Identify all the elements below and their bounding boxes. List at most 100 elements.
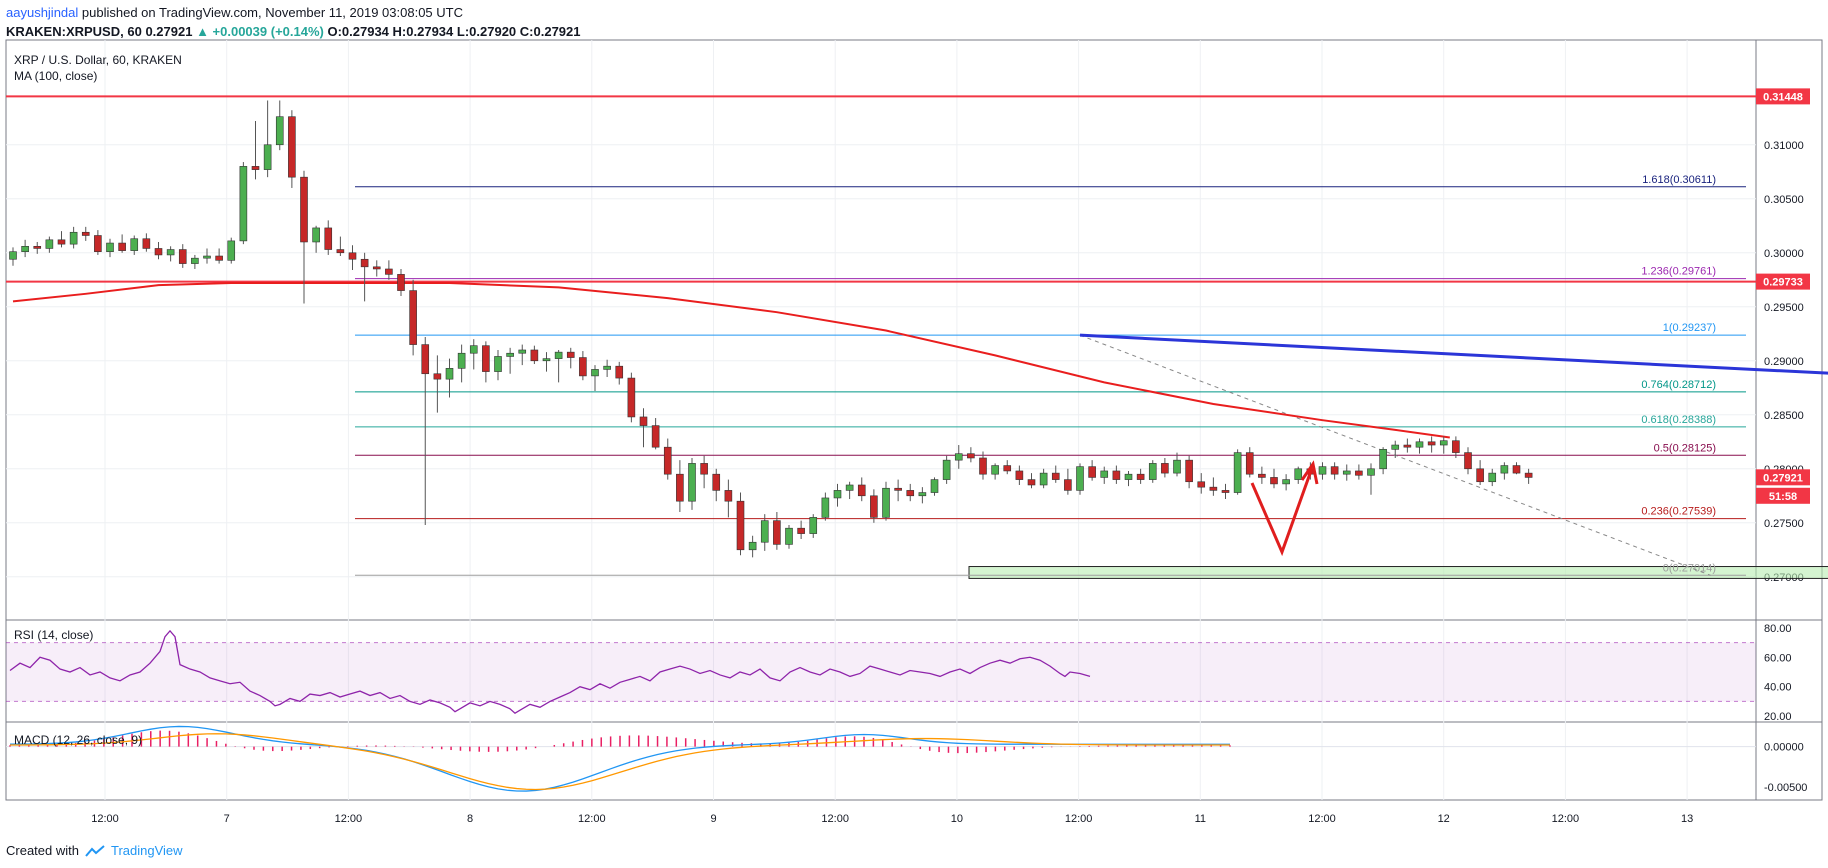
candle-body xyxy=(1318,466,1327,475)
candle-body xyxy=(45,239,54,249)
candle xyxy=(785,524,793,549)
candle-body xyxy=(1427,441,1436,446)
candle xyxy=(1427,436,1436,453)
candle-body xyxy=(57,239,66,245)
candle-body xyxy=(1342,470,1351,475)
macd-tick-label: -0.00500 xyxy=(1764,782,1807,794)
candle-body xyxy=(166,249,175,256)
candle-body xyxy=(275,116,284,146)
candle xyxy=(191,254,199,269)
chart-frame xyxy=(5,39,1823,801)
candle xyxy=(930,477,939,496)
candle xyxy=(821,492,830,521)
candle-body xyxy=(348,252,357,260)
x-tick-label: 9 xyxy=(710,813,716,825)
candle xyxy=(530,345,539,365)
close-value: 0.27921 xyxy=(533,24,581,39)
candle-body xyxy=(1197,481,1206,488)
candle-body xyxy=(227,240,236,261)
candle-body xyxy=(336,249,345,254)
rsi-tick-label: 80.00 xyxy=(1764,623,1792,635)
candle xyxy=(300,170,308,304)
candle xyxy=(33,241,42,254)
candle xyxy=(1245,447,1254,478)
candle xyxy=(1197,473,1206,494)
candle xyxy=(1258,466,1266,484)
rsi-tick-label: 20.00 xyxy=(1764,711,1792,723)
price-chart[interactable]: 12:00 7 12:00 8 12:00 9 12:00 10 12:00 11 12:00 12 1… xyxy=(0,0,1828,830)
candle-body xyxy=(942,459,951,480)
candle-body xyxy=(1379,449,1387,470)
candle-body xyxy=(385,268,393,275)
candle-body xyxy=(1282,479,1290,485)
candle xyxy=(857,477,866,502)
candle xyxy=(1148,460,1157,483)
candle xyxy=(215,248,223,264)
candle-body xyxy=(1355,470,1363,476)
candle-body xyxy=(130,238,139,251)
x-tick-label: 12:00 xyxy=(1065,813,1093,825)
support-zone xyxy=(968,566,1828,579)
candle xyxy=(1379,447,1387,475)
created-with-text: Created with xyxy=(6,843,79,858)
candle xyxy=(1439,436,1448,454)
price-tick-label: 0.30000 xyxy=(1764,248,1804,260)
change-label: ▲ +0.00039 (+0.14%) xyxy=(196,24,324,39)
candle-body xyxy=(579,357,587,377)
candle-body xyxy=(1403,444,1412,448)
candle-body xyxy=(1136,473,1145,480)
candle xyxy=(639,408,648,448)
candle-body xyxy=(785,527,793,545)
candle xyxy=(494,349,502,381)
candle xyxy=(1161,457,1169,478)
rsi-tick-label: 60.00 xyxy=(1764,652,1792,664)
candle-body xyxy=(736,500,745,551)
candle xyxy=(760,514,769,551)
candle-body xyxy=(397,274,405,291)
candle-body xyxy=(360,258,369,268)
candle-body xyxy=(530,349,539,362)
candle xyxy=(1452,436,1460,458)
fib-level-label: 1.618(0.30611) xyxy=(1642,174,1716,186)
x-tick-label: 12:00 xyxy=(91,813,119,825)
candle xyxy=(372,260,381,277)
candle xyxy=(506,347,514,374)
candle xyxy=(57,231,66,248)
candle xyxy=(1173,452,1181,477)
candle xyxy=(1209,477,1218,496)
candle xyxy=(942,455,951,484)
candle xyxy=(1355,464,1363,480)
candle-body xyxy=(1148,463,1157,480)
candle-body xyxy=(1415,441,1424,448)
candle xyxy=(1233,449,1242,495)
symbol-label: KRAKEN:XRPUSD, 60 xyxy=(6,24,142,39)
candle-body xyxy=(1100,470,1109,478)
author-link[interactable]: aayushjindal xyxy=(6,5,79,20)
candle-body xyxy=(1124,473,1133,480)
candle-body xyxy=(106,242,114,252)
candle xyxy=(166,246,175,262)
candle xyxy=(845,481,854,500)
rsi-tick-label: 40.00 xyxy=(1764,682,1792,694)
candle xyxy=(69,226,78,249)
tradingview-brand[interactable]: TradingView xyxy=(110,843,183,858)
candle xyxy=(1488,468,1497,487)
candles xyxy=(9,100,1533,558)
projection-arrow xyxy=(1250,467,1314,557)
candle-body xyxy=(1464,452,1472,470)
candle-body xyxy=(324,227,333,250)
candle xyxy=(203,248,211,264)
candle xyxy=(894,479,902,502)
descending-trendline xyxy=(1079,333,1828,375)
candle xyxy=(445,358,454,398)
candle-body xyxy=(142,238,151,249)
candle xyxy=(1088,460,1096,481)
high-value: 0.27934 xyxy=(406,24,454,39)
candle-body xyxy=(1003,465,1012,472)
candle-body xyxy=(676,473,684,502)
candle xyxy=(360,252,369,302)
candle-body xyxy=(712,473,721,491)
price-badge-label: 51:58 xyxy=(1769,491,1797,503)
candle xyxy=(457,344,466,383)
candle xyxy=(906,483,915,502)
